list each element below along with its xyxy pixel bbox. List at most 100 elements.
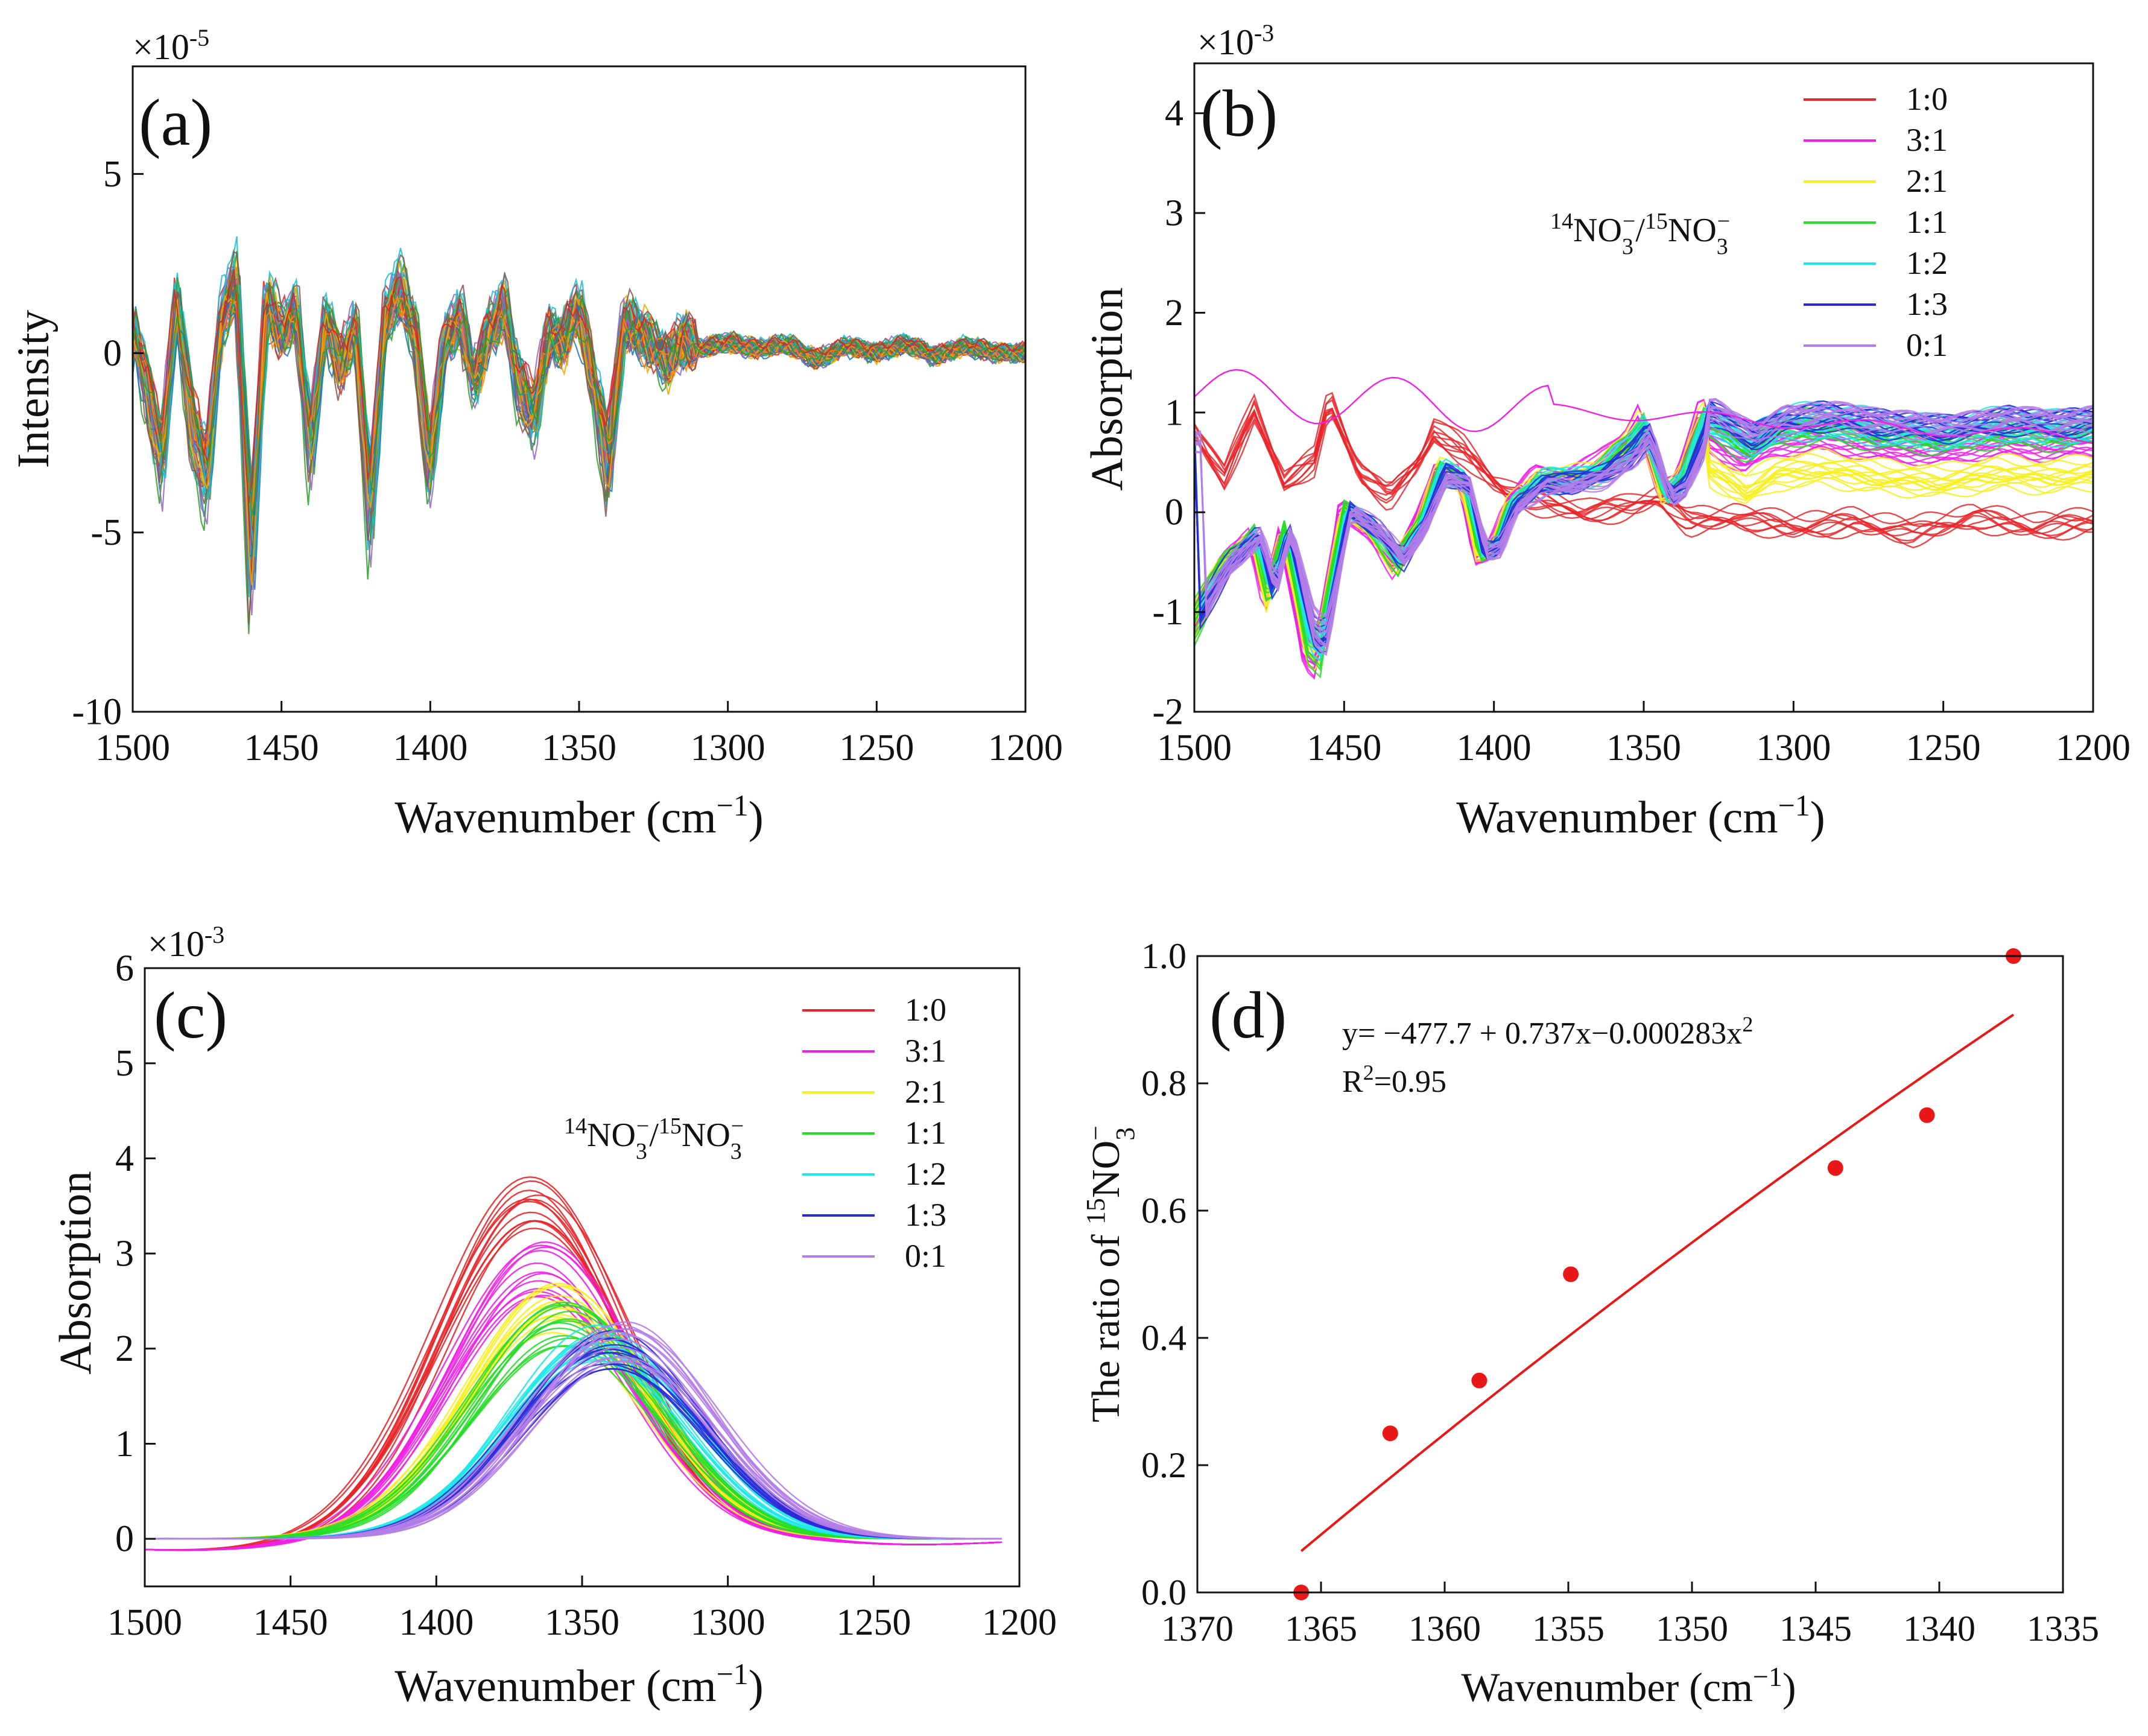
panel-b-legend-label: 2:1 <box>1906 163 1948 199</box>
panel-c-legend-label: 0:1 <box>905 1238 946 1274</box>
panel-c-series-line <box>144 1241 1003 1551</box>
panel-d-y-tick-label: 0.8 <box>1141 1063 1186 1103</box>
panel-c-y-tick-label: 0 <box>115 1519 134 1560</box>
panel-c-x-tick-label: 1250 <box>836 1602 911 1643</box>
panel-d-equation: y= −477.7 + 0.737x−0.000283x2 <box>1342 1012 1753 1051</box>
panel-b-ticks: 1500 1450 1400 1350 1300 1250 1200 4 3 2 1 0 -1 -2 <box>1152 93 2131 768</box>
panel-d-r2: R2=0.95 <box>1342 1060 1446 1099</box>
panel-d-fit-line <box>1300 1013 2015 1552</box>
panel-b-x-tick-label: 1300 <box>1756 727 1831 768</box>
panel-c: (c) 1500 1450 1400 1350 1300 1250 12006543210 … <box>51 921 1057 1712</box>
panel-b-legend-label: 1:2 <box>1906 245 1948 281</box>
panel-a-x-tick-label: 1400 <box>393 727 467 768</box>
panel-b-legend-label: 1:1 <box>1906 204 1948 240</box>
panel-d-data-point <box>1563 1266 1579 1282</box>
panel-d-data-point <box>1827 1160 1843 1176</box>
panel-b-series <box>1193 369 2094 680</box>
panel-b-y-tick-label: 4 <box>1165 93 1183 134</box>
panel-a: (a) 1500 1450 1400 1350 1300 1250 120050-5-10 … <box>8 24 1063 843</box>
panel-a-x-tick-label: 1300 <box>691 727 765 768</box>
panel-b-y-tick-label: 1 <box>1165 392 1183 433</box>
panel-c-series-line <box>145 1331 1003 1540</box>
panel-c-legend-label: 1:2 <box>905 1156 946 1192</box>
panel-b-x-tick-label: 1350 <box>1606 727 1681 768</box>
panel-a-x-tick-label: 1500 <box>95 727 170 768</box>
panel-b-legend-label: 1:3 <box>1906 286 1948 322</box>
panel-b-x-tick-label: 1500 <box>1157 727 1232 768</box>
panel-c-legend-label: 1:3 <box>905 1197 946 1233</box>
panel-d-x-tick-label: 1355 <box>1532 1609 1605 1649</box>
panel-a-y-tick-label: -10 <box>72 691 122 732</box>
panel-b-legend-label: 3:1 <box>1906 122 1948 158</box>
panel-d-x-tick-label: 1360 <box>1408 1609 1481 1649</box>
panel-c-legend: 1:0 3:1 2:1 1:1 1:2 1:3 0:1 <box>802 992 946 1274</box>
panel-c-ticks: 1500 1450 1400 1350 1300 1250 1200 6 5 4 3 2 1 0 <box>107 948 1057 1643</box>
panel-c-y-tick-label: 5 <box>115 1043 134 1084</box>
panel-d-frame <box>1196 955 2064 1594</box>
panel-c-x-tick-label: 1500 <box>107 1602 182 1643</box>
panel-b-legend-title: 14NO3−/15NO3− <box>1550 209 1730 259</box>
panel-a-ticks: 1500 1450 1400 1350 1300 1250 1200 5 0 -5 -10 <box>72 154 1063 768</box>
panel-d-y-tick-label: 0.6 <box>1141 1191 1186 1231</box>
panel-b-y-tick-label: 3 <box>1165 193 1183 234</box>
panel-a-y-tick-label: 0 <box>103 333 122 374</box>
panel-d-series <box>1293 948 2021 1600</box>
panel-b-x-tick-label: 1200 <box>2056 727 2131 768</box>
panel-d-y-tick-label: 0.4 <box>1141 1318 1186 1358</box>
panel-a-spectrum-line <box>131 269 1026 503</box>
panel-d-x-tick-label: 1350 <box>1656 1609 1728 1649</box>
panel-a-x-tick-label: 1200 <box>988 727 1063 768</box>
panel-a-label: (a) <box>139 86 212 159</box>
panel-d-y-tick-label: 1.0 <box>1141 936 1186 976</box>
panel-d-x-tick-label: 1335 <box>2027 1609 2099 1649</box>
panel-c-x-tick-label: 1450 <box>253 1602 328 1643</box>
panel-c-legend-title: 14NO3−/15NO3− <box>564 1114 744 1164</box>
panel-d-label: (d) <box>1209 978 1287 1052</box>
panel-b-series-line <box>1194 407 2094 645</box>
panel-b-x-tick-label: 1250 <box>1906 727 1981 768</box>
panel-b-y-tick-label: 0 <box>1165 492 1183 533</box>
panel-d-y-tick-label: 0.0 <box>1141 1573 1186 1612</box>
panel-c-x-axis-label: Wavenumber (cm−1) <box>394 1657 764 1711</box>
panel-c-x-tick-label: 1400 <box>399 1602 474 1643</box>
panel-c-y-tick-label: 3 <box>115 1234 134 1275</box>
panel-c-legend-label: 1:1 <box>905 1115 946 1151</box>
panel-d-data-point <box>1471 1372 1487 1389</box>
panel-d-x-tick-label: 1370 <box>1161 1609 1234 1649</box>
panel-b-legend: 1:0 3:1 2:1 1:1 1:2 1:3 0:1 <box>1804 81 1948 363</box>
panel-b-series-line <box>1194 369 2094 445</box>
panel-a-y-axis-label: Intensity <box>8 309 59 468</box>
panel-c-y-tick-label: 2 <box>115 1328 134 1369</box>
panel-b-x-tick-label: 1400 <box>1457 727 1532 768</box>
panel-a-y-tick-label: 5 <box>103 154 122 195</box>
panel-c-legend-label: 1:0 <box>905 992 946 1028</box>
panel-b-x-axis-label: Wavenumber (cm−1) <box>1456 788 1825 843</box>
panel-d-x-tick-label: 1345 <box>1779 1609 1852 1649</box>
panel-c-series <box>144 1176 1003 1551</box>
panel-c-legend-label: 3:1 <box>905 1033 946 1069</box>
panel-c-y-tick-label: 1 <box>115 1424 134 1465</box>
panel-c-x-tick-label: 1300 <box>691 1602 765 1643</box>
panel-a-x-axis-label: Wavenumber (cm−1) <box>394 788 764 843</box>
panel-a-multiplier: ×10-5 <box>133 24 209 68</box>
panel-b-y-tick-label: -1 <box>1152 592 1183 633</box>
panel-c-x-tick-label: 1200 <box>982 1602 1057 1643</box>
panel-a-x-tick-label: 1350 <box>542 727 616 768</box>
panel-c-label: (c) <box>154 978 227 1052</box>
panel-c-multiplier: ×10-3 <box>148 921 224 965</box>
panel-c-legend-label: 2:1 <box>905 1074 946 1110</box>
panel-b-y-tick-label: 2 <box>1165 293 1183 334</box>
panel-c-y-axis-label: Absorption <box>51 1171 101 1375</box>
panel-a-y-tick-label: -5 <box>90 512 122 553</box>
panel-c-y-tick-label: 4 <box>115 1138 134 1179</box>
panel-d-data-point <box>1382 1425 1398 1442</box>
panel-b: (b) 1500 1450 1400 1350 1300 1250 1200 4 3 2 1 0 -1 -… <box>1082 19 2131 843</box>
panel-a-x-tick-label: 1450 <box>244 727 319 768</box>
panel-d-x-tick-label: 1340 <box>1903 1609 1975 1649</box>
panel-b-legend-label: 1:0 <box>1906 81 1948 117</box>
panel-d-ticks: 1370 1365 1360 1355 1350 1345 1340 1335 0.0 0.2 0.… <box>1141 936 2099 1649</box>
panel-a-spectrum-line <box>131 302 1026 516</box>
panel-b-y-tick-label: -2 <box>1152 691 1183 732</box>
panel-b-multiplier: ×10-3 <box>1197 19 1274 63</box>
